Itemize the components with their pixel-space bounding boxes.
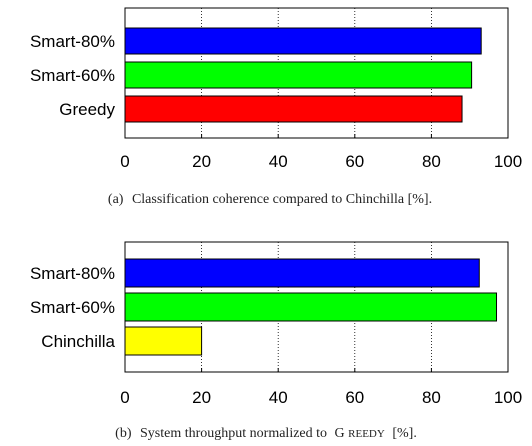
bar-b-2 bbox=[124, 326, 203, 356]
x-tick-label-b-2: 40 bbox=[269, 388, 288, 407]
x-tick-label-b-5: 100 bbox=[494, 388, 522, 407]
chart-a: Smart-80% Smart-60% Greedy 0 20 40 60 80 100 (a… bbox=[30, 7, 522, 207]
bars-a bbox=[124, 27, 482, 123]
plot-frame-a bbox=[124, 7, 509, 139]
x-tick-label-b-3: 60 bbox=[345, 388, 364, 407]
x-tick-label-a-5: 100 bbox=[494, 152, 522, 171]
bar-a-1 bbox=[124, 61, 473, 89]
caption-b-smallcaps-first: G bbox=[335, 426, 345, 441]
caption-b-prefix: (b) bbox=[115, 426, 132, 441]
x-tick-label-a-3: 60 bbox=[345, 152, 364, 171]
x-tick-label-b-4: 80 bbox=[422, 388, 441, 407]
category-label-b-0: Smart-80% bbox=[30, 264, 115, 283]
x-tick-label-a-2: 40 bbox=[269, 152, 288, 171]
x-tick-labels-a: 0 20 40 60 80 100 bbox=[120, 152, 522, 171]
caption-b: (b) System throughput normalized to G RE… bbox=[115, 426, 417, 441]
plot-frame-b bbox=[124, 241, 509, 373]
caption-a-text: Classification coherence compared to Chi… bbox=[132, 192, 432, 207]
bars-b bbox=[124, 258, 498, 356]
category-label-a-0: Smart-80% bbox=[30, 32, 115, 51]
x-tick-labels-b: 0 20 40 60 80 100 bbox=[120, 388, 522, 407]
category-labels-a: Smart-80% Smart-60% Greedy bbox=[30, 32, 116, 119]
x-tick-label-a-1: 20 bbox=[192, 152, 211, 171]
bar-b-1 bbox=[124, 292, 498, 322]
chart-b: Smart-80% Smart-60% Chinchilla 0 20 40 60 80 10… bbox=[30, 241, 522, 441]
x-tick-label-a-0: 0 bbox=[120, 152, 129, 171]
category-label-a-1: Smart-60% bbox=[30, 66, 115, 85]
caption-b-suffix: [%]. bbox=[392, 426, 417, 441]
category-labels-b: Smart-80% Smart-60% Chinchilla bbox=[30, 264, 116, 351]
caption-a: (a) Classification coherence compared to… bbox=[108, 192, 432, 207]
bar-a-0 bbox=[124, 27, 482, 55]
caption-b-text: System throughput normalized to bbox=[140, 426, 327, 441]
x-tick-label-a-4: 80 bbox=[422, 152, 441, 171]
caption-a-prefix: (a) bbox=[108, 192, 124, 207]
category-label-a-2: Greedy bbox=[59, 100, 115, 119]
category-label-b-2: Chinchilla bbox=[41, 332, 115, 351]
x-tick-label-b-1: 20 bbox=[192, 388, 211, 407]
x-tick-label-b-0: 0 bbox=[120, 388, 129, 407]
caption-b-smallcaps-rest: REEDY bbox=[348, 428, 385, 440]
bar-b-0 bbox=[124, 258, 480, 288]
category-label-b-1: Smart-60% bbox=[30, 298, 115, 317]
bar-a-2 bbox=[124, 95, 463, 123]
